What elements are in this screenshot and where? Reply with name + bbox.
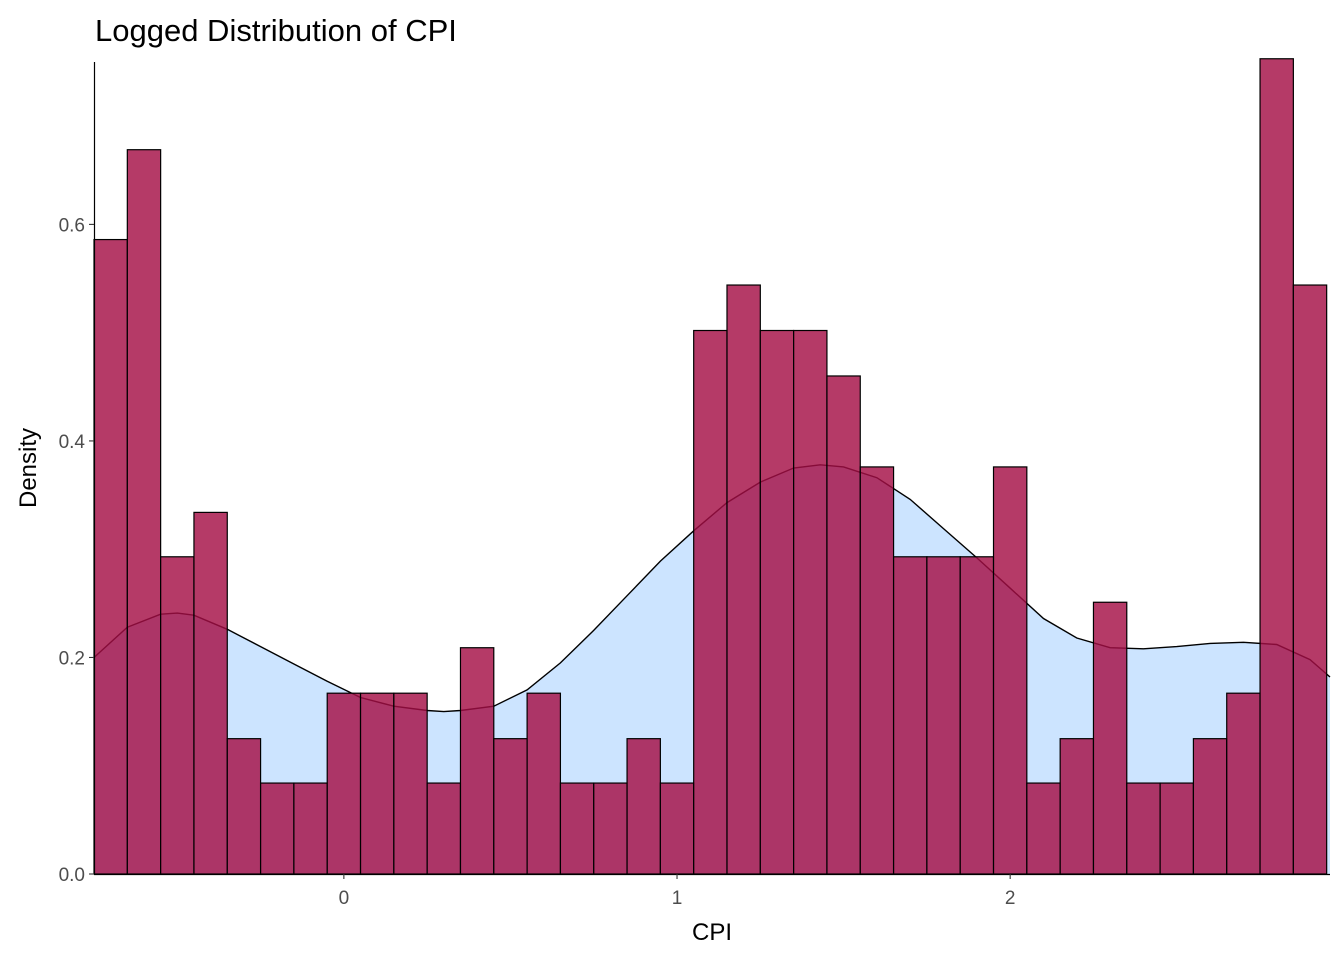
x-tick-label: 0 xyxy=(339,888,350,909)
histogram-bars xyxy=(93,58,1328,875)
histogram-bar xyxy=(1059,738,1095,875)
x-tick-label: 2 xyxy=(1005,888,1016,909)
histogram-bar xyxy=(193,511,228,875)
histogram-bar xyxy=(526,692,562,875)
histogram-bar xyxy=(959,556,995,875)
y-axis-ticks: 0.0 0.2 0.4 0.6 xyxy=(59,215,94,886)
histogram-bar xyxy=(326,692,362,875)
histogram-bar xyxy=(626,738,661,875)
histogram-bar xyxy=(160,556,195,875)
y-tick-label: 0.0 xyxy=(59,865,85,886)
plot-area xyxy=(93,58,1331,875)
histogram-bar xyxy=(593,782,628,875)
x-tick-label: 1 xyxy=(672,888,683,909)
histogram-bar xyxy=(793,329,828,875)
histogram-bar xyxy=(826,375,861,875)
histogram-bar xyxy=(559,782,595,875)
histogram-bar xyxy=(1126,782,1161,875)
histogram-bar xyxy=(926,556,961,875)
y-tick-label: 0.2 xyxy=(59,648,85,669)
histogram-bar xyxy=(693,329,728,875)
histogram-bar xyxy=(493,738,528,875)
histogram-bar xyxy=(892,556,928,875)
x-axis-title: CPI xyxy=(692,919,732,946)
chart-title: Logged Distribution of CPI xyxy=(95,13,457,48)
histogram-bar xyxy=(1159,782,1195,875)
histogram-bar xyxy=(1092,601,1128,875)
histogram-bar xyxy=(126,149,162,875)
histogram-bar xyxy=(459,647,495,875)
histogram-bar xyxy=(293,782,328,875)
histogram-bar xyxy=(1192,738,1228,875)
histogram-bar xyxy=(226,738,262,875)
histogram-bar xyxy=(759,329,795,875)
histogram-bar xyxy=(93,238,128,875)
x-axis-ticks: 0 1 2 xyxy=(339,874,1016,909)
histogram-bar xyxy=(426,782,462,875)
histogram-bar xyxy=(1226,692,1261,875)
y-tick-label: 0.4 xyxy=(59,432,86,453)
histogram-bar xyxy=(992,466,1028,875)
y-axis-title: Density xyxy=(15,428,42,508)
histogram-bar xyxy=(726,284,761,875)
histogram-bar xyxy=(859,466,895,875)
histogram-bar xyxy=(1026,782,1061,875)
histogram-bar xyxy=(259,782,295,875)
histogram-bar xyxy=(1259,58,1294,875)
histogram-bar xyxy=(393,692,428,875)
y-tick-label: 0.6 xyxy=(59,215,85,236)
histogram-bar xyxy=(659,782,695,875)
histogram-bar xyxy=(1292,284,1328,875)
histogram-bar xyxy=(359,692,395,875)
